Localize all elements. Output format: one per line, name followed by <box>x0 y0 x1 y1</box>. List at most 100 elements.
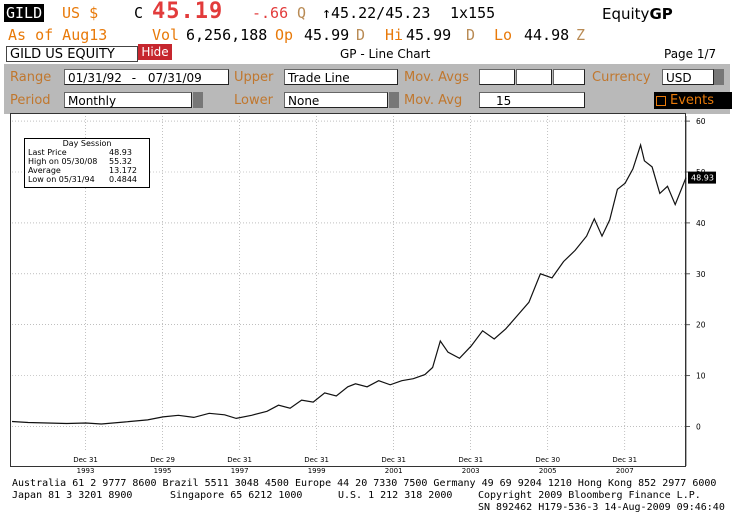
y-tick-label: 10 <box>696 372 706 381</box>
x-tick-label: Dec 29 <box>150 456 175 464</box>
chart-legend: Day Session Last Price 48.93 High on 05/… <box>24 138 150 188</box>
footer-serial: SN 892462 H179-536-3 14-Aug-2009 09:46:4… <box>478 502 725 513</box>
footer-japan: Japan 81 3 3201 8900 <box>12 490 133 501</box>
chart-grid <box>12 116 686 452</box>
legend-row-label: Low on 05/31/94 <box>28 174 95 184</box>
currency-dropdown-icon[interactable] <box>714 69 724 85</box>
ticker-symbol[interactable]: GILD <box>4 4 45 22</box>
x-tick-year-label: 2003 <box>462 467 480 475</box>
equity-label: EquityGP <box>602 5 673 23</box>
y-tick-label: 60 <box>696 117 706 126</box>
legend-row-label: Last Price <box>28 147 67 157</box>
period-dropdown-icon[interactable] <box>193 92 203 108</box>
x-tick-label: Dec 31 <box>612 456 637 464</box>
range-start[interactable]: 01/31/92 <box>68 71 122 85</box>
period-label: Period <box>10 93 51 108</box>
volume-value: 6,256,188 <box>186 26 268 44</box>
events-label: Events <box>670 93 715 108</box>
low-label: Lo <box>494 26 513 44</box>
mov-avg-label: Mov. Avg <box>404 93 463 108</box>
bid-ask-size: 1x155 <box>450 4 496 22</box>
x-tick-year-label: 1995 <box>154 467 172 475</box>
page-indicator[interactable]: Page 1/7 <box>664 47 717 61</box>
lower-label: Lower <box>234 93 273 108</box>
function-code: GP <box>649 5 673 23</box>
x-tick-label: Dec 31 <box>458 456 483 464</box>
last-price-tag: 48.93 <box>688 171 716 184</box>
lower-field[interactable]: None <box>284 92 388 108</box>
mov-avg-field-2[interactable] <box>516 69 552 85</box>
hide-button[interactable]: Hide <box>138 44 172 60</box>
y-tick-label: 40 <box>696 219 706 228</box>
x-tick-label: Dec 31 <box>381 456 406 464</box>
x-tick-year-label: 1999 <box>308 467 326 475</box>
legend-row: Last Price 48.93 <box>25 147 149 158</box>
open-value: 45.99 <box>304 26 350 44</box>
mov-avgs-label: Mov. Avgs <box>404 70 469 85</box>
legend-row: Average 13.172 <box>25 165 149 176</box>
y-tick-label: 20 <box>696 321 706 330</box>
upper-label: Upper <box>234 70 274 85</box>
close-label: C <box>134 4 144 22</box>
last-price-tag-label: 48.93 <box>691 174 714 183</box>
legend-row-value: 13.172 <box>109 165 137 175</box>
mov-avg-period-field[interactable]: 15 <box>479 92 585 108</box>
price-line <box>11 142 687 425</box>
y-tick-label: 30 <box>696 270 706 279</box>
footer-singapore: Singapore 65 6212 1000 <box>170 490 303 501</box>
x-tick-year-label: 2001 <box>385 467 403 475</box>
x-tick-year-label: 2005 <box>539 467 557 475</box>
x-axis: Dec 31 1993 Dec 29 1995 Dec 31 1997 Dec 31 1999… <box>73 456 637 475</box>
q-flag: Q <box>297 4 307 22</box>
currency-label: Currency <box>592 70 651 85</box>
chart-frame <box>10 113 686 467</box>
x-tick-label: Dec 31 <box>227 456 252 464</box>
range-label: Range <box>10 70 52 85</box>
as-of-date: As of Aug13 <box>8 26 108 44</box>
security-field[interactable]: GILD US EQUITY <box>6 46 138 62</box>
y-axis: 0102030405060 <box>685 116 706 466</box>
market-label: US $ <box>62 4 99 22</box>
x-tick-label: Dec 30 <box>535 456 560 464</box>
currency-field[interactable]: USD <box>662 69 714 85</box>
legend-row: Low on 05/31/94 0.4844 <box>25 174 149 185</box>
lower-dropdown-icon[interactable] <box>389 92 399 108</box>
x-tick-label: Dec 31 <box>73 456 98 464</box>
range-field[interactable]: 01/31/92 - 07/31/09 <box>64 69 229 85</box>
x-tick-year-label: 1997 <box>231 467 249 475</box>
footer-copyright: Copyright 2009 Bloomberg Finance L.P. <box>478 490 701 501</box>
x-tick-label: Dec 31 <box>304 456 329 464</box>
high-value: 45.99 <box>406 26 452 44</box>
legend-row-value: 55.32 <box>109 156 132 166</box>
mov-avg-field-3[interactable] <box>553 69 585 85</box>
legend-title: Day Session <box>62 139 112 148</box>
footer-us: U.S. 1 212 318 2000 <box>338 490 453 501</box>
equity-text: Equity <box>602 5 650 23</box>
high-flag: D <box>466 26 476 44</box>
last-price-tag-box <box>688 171 716 184</box>
events-checkbox-icon[interactable] <box>656 96 666 106</box>
chart-title: GP - Line Chart <box>340 47 431 61</box>
open-label: Op <box>275 26 294 44</box>
y-tick-label: 0 <box>696 423 701 432</box>
range-dash: - <box>131 71 137 85</box>
events-toggle[interactable]: Events <box>654 92 732 109</box>
high-label: Hi <box>385 26 404 44</box>
last-price: 45.19 <box>152 0 224 24</box>
period-field[interactable]: Monthly <box>64 92 192 108</box>
range-end[interactable]: 07/31/09 <box>147 71 202 85</box>
mov-avg-field-1[interactable] <box>479 69 515 85</box>
volume-label: Vol <box>152 26 180 44</box>
low-value: 44.98 <box>524 26 570 44</box>
bid-ask: ↑45.22/45.23 <box>322 4 431 22</box>
x-tick-year-label: 2007 <box>616 467 634 475</box>
legend-row-value: 48.93 <box>109 147 132 157</box>
legend-row-label: High on 05/30/08 <box>28 156 98 166</box>
price-change: -.66 <box>252 4 289 22</box>
quote-bar: GILD US $ C 45.19 -.66 Q ↑45.22/45.23 1x… <box>0 0 736 24</box>
legend-row-label: Average <box>28 165 61 175</box>
low-flag: Z <box>576 26 586 44</box>
legend-row: High on 05/30/08 55.32 <box>25 156 149 167</box>
upper-field[interactable]: Trade Line <box>284 69 398 85</box>
